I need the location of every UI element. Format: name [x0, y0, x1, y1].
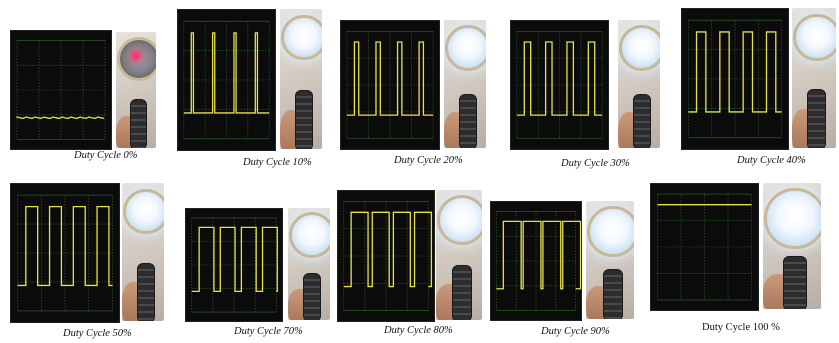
lamp	[793, 13, 836, 62]
caption: Duty Cycle 90%	[541, 326, 610, 337]
caption: Duty Cycle 80%	[384, 325, 453, 336]
lamp-photo	[444, 20, 486, 148]
lamp	[289, 212, 330, 259]
oscilloscope-screen	[10, 30, 112, 150]
waveform-trace	[183, 32, 270, 114]
waveform-plot	[346, 30, 434, 140]
lamp	[587, 205, 634, 258]
waveform-trace	[16, 116, 105, 120]
lamp	[437, 195, 482, 245]
lamp	[619, 25, 660, 71]
remote-control	[130, 99, 148, 148]
oscilloscope-screen	[177, 9, 276, 151]
oscilloscope-screen	[490, 201, 582, 321]
caption: Duty Cycle 10%	[243, 157, 312, 168]
caption: Duty Cycle 50%	[63, 328, 132, 339]
waveform-plot	[657, 193, 752, 301]
caption: Duty Cycle 40%	[737, 155, 806, 166]
remote-control	[807, 89, 827, 148]
caption: Duty Cycle 0%	[74, 150, 138, 161]
waveform-plot	[516, 30, 603, 140]
caption: Duty Cycle 20%	[394, 155, 463, 166]
remote-control	[783, 256, 808, 309]
remote-control	[294, 90, 313, 149]
lamp-photo	[116, 32, 156, 148]
waveform-plot	[16, 40, 106, 140]
oscilloscope-screen	[340, 20, 440, 150]
remote-control	[452, 265, 472, 320]
oscilloscope-screen	[650, 183, 759, 311]
waveform-trace	[688, 31, 782, 113]
caption: Duty Cycle 100 %	[702, 322, 780, 333]
waveform-trace	[496, 220, 581, 290]
lamp	[445, 25, 486, 71]
waveform-trace	[191, 226, 278, 292]
lamp-photo	[763, 183, 821, 309]
waveform-plot	[191, 217, 278, 313]
oscilloscope-screen	[337, 190, 435, 322]
caption: Duty Cycle 30%	[561, 158, 630, 169]
remote-control	[602, 269, 624, 319]
waveform-plot	[183, 20, 270, 140]
remote-control	[302, 272, 321, 320]
remote-control	[136, 263, 155, 321]
remote-control	[632, 94, 651, 148]
waveform-plot	[17, 194, 113, 312]
indicator-led	[132, 51, 140, 60]
lamp-photo	[436, 190, 482, 320]
oscilloscope-screen	[185, 208, 283, 322]
oscilloscope-screen	[510, 20, 609, 150]
waveform-plot	[688, 19, 782, 139]
lamp-photo	[586, 201, 634, 319]
oscilloscope-screen	[10, 183, 120, 323]
lamp	[123, 188, 164, 235]
lamp-photo	[280, 9, 322, 149]
waveform-plot	[496, 211, 581, 311]
lamp	[764, 188, 821, 250]
lamp	[281, 14, 322, 61]
waveform-trace	[346, 41, 434, 116]
caption: Duty Cycle 70%	[234, 326, 303, 337]
waveform-trace	[17, 205, 113, 287]
remote-control	[458, 94, 477, 148]
waveform-plot	[343, 201, 433, 311]
oscilloscope-screen	[681, 8, 789, 150]
lamp-photo	[288, 208, 330, 320]
lamp-photo	[792, 8, 836, 148]
lamp-photo	[122, 183, 164, 321]
lamp-photo	[618, 20, 660, 148]
waveform-trace	[343, 211, 433, 288]
waveform-trace	[516, 41, 603, 116]
